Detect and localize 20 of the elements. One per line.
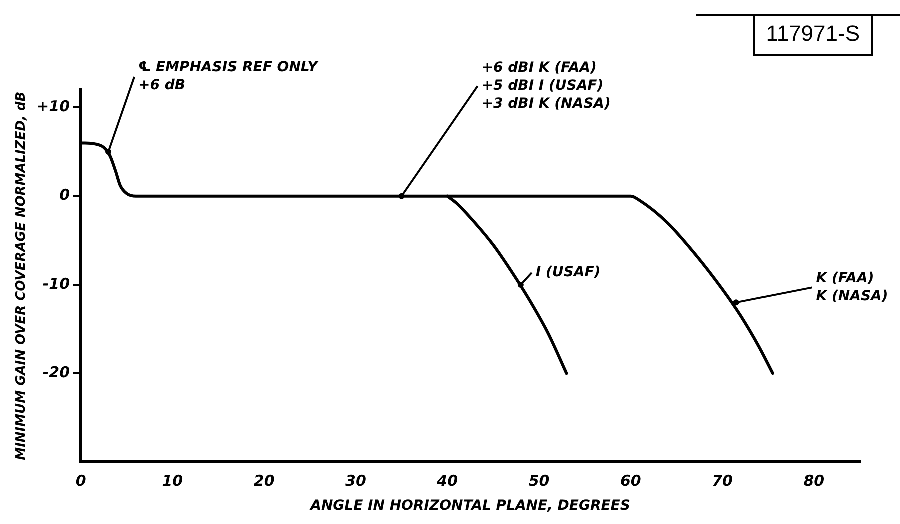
annotation: +6 dBI K (FAA) +5 dBI I (USAF) +3 dBI K (NASA) <box>482 60 611 112</box>
text: 117971-S <box>766 21 860 46</box>
x-tick-label: 30 <box>346 472 366 490</box>
x-tick-label: 80 <box>804 472 825 490</box>
annotation: K (FAA) K (NASA) <box>816 270 888 304</box>
x-tick-label: 60 <box>620 472 642 490</box>
y-axis-title: MINIMUM GAIN OVER COVERAGE NORMALIZED, dB <box>14 92 30 460</box>
y-tick-label: -20 <box>42 363 70 382</box>
y-tick-label: -10 <box>42 274 70 293</box>
x-tick-label: 0 <box>76 472 86 490</box>
x-tick-label: 40 <box>436 472 458 490</box>
x-tick-label: 10 <box>162 472 184 490</box>
annotation: I (USAF) <box>536 264 601 281</box>
annotation: ℄ EMPHASIS REF ONLY +6 dB <box>138 60 320 94</box>
x-tick-label: 70 <box>712 472 733 490</box>
x-tick-label: 50 <box>528 472 550 490</box>
x-tick-label: 20 <box>254 472 275 490</box>
x-axis-title: ANGLE IN HORIZONTAL PLANE, DEGREES <box>310 498 630 514</box>
y-tick-label: 0 <box>60 186 70 204</box>
y-tick-label: +10 <box>36 98 70 116</box>
